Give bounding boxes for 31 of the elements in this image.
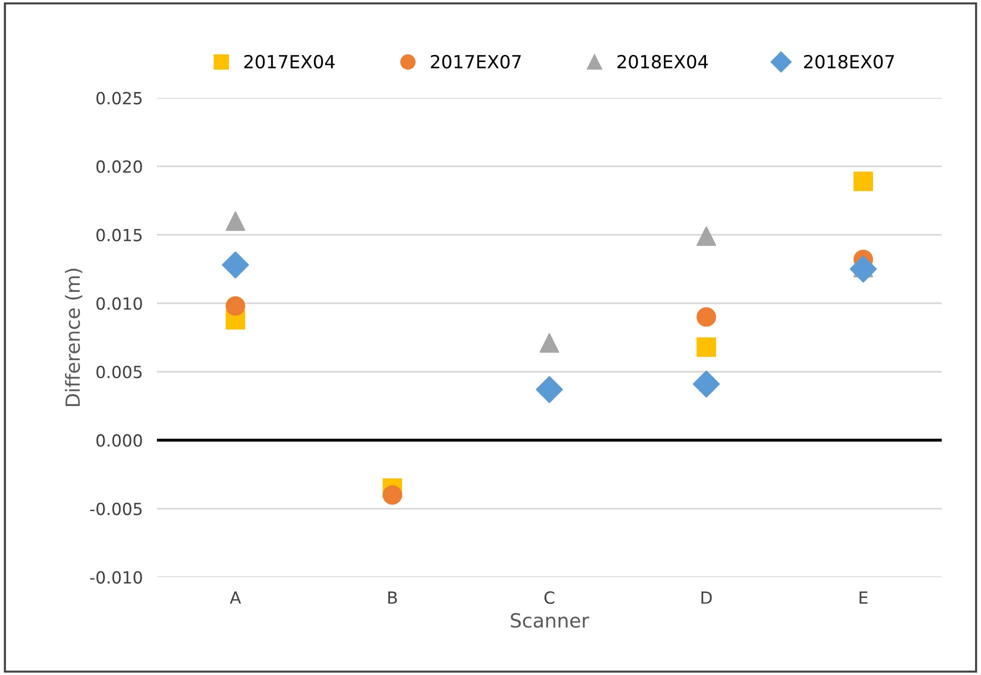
- x-axis-title: Scanner: [510, 613, 590, 628]
- y-tick-label: 0.025: [96, 92, 142, 104]
- point: [226, 296, 246, 316]
- point: [226, 211, 246, 231]
- point: [850, 256, 877, 283]
- point: [696, 307, 716, 327]
- y-tick-label: 0.000: [96, 434, 142, 447]
- x-tick-label: D: [702, 592, 712, 604]
- x-tick-label: A: [230, 592, 242, 604]
- point: [696, 226, 716, 246]
- point: [696, 337, 716, 357]
- y-tick-label: 0.015: [96, 228, 142, 242]
- y-tick-label: -0.005: [90, 502, 142, 516]
- y-tick-label: 0.005: [96, 366, 142, 378]
- legend-label: 2017EX07: [430, 54, 521, 69]
- y-axis-title: Difference (m): [64, 268, 82, 406]
- point: [536, 376, 563, 404]
- point: [692, 370, 720, 398]
- x-tick-label: E: [860, 592, 868, 604]
- point: [854, 172, 874, 192]
- point: [222, 251, 249, 278]
- x-tick-label: C: [544, 591, 554, 604]
- y-tick-label: 0.010: [96, 297, 142, 310]
- point: [540, 333, 560, 353]
- legend-label: 2018EX07: [804, 54, 894, 69]
- y-tick-label: -0.010: [90, 571, 142, 584]
- x-tick-label: B: [388, 592, 397, 604]
- y-tick-label: 0.020: [96, 160, 142, 173]
- legend-label: 2018EX04: [617, 54, 708, 69]
- point: [382, 485, 402, 505]
- legend-label: 2017EX04: [244, 54, 335, 69]
